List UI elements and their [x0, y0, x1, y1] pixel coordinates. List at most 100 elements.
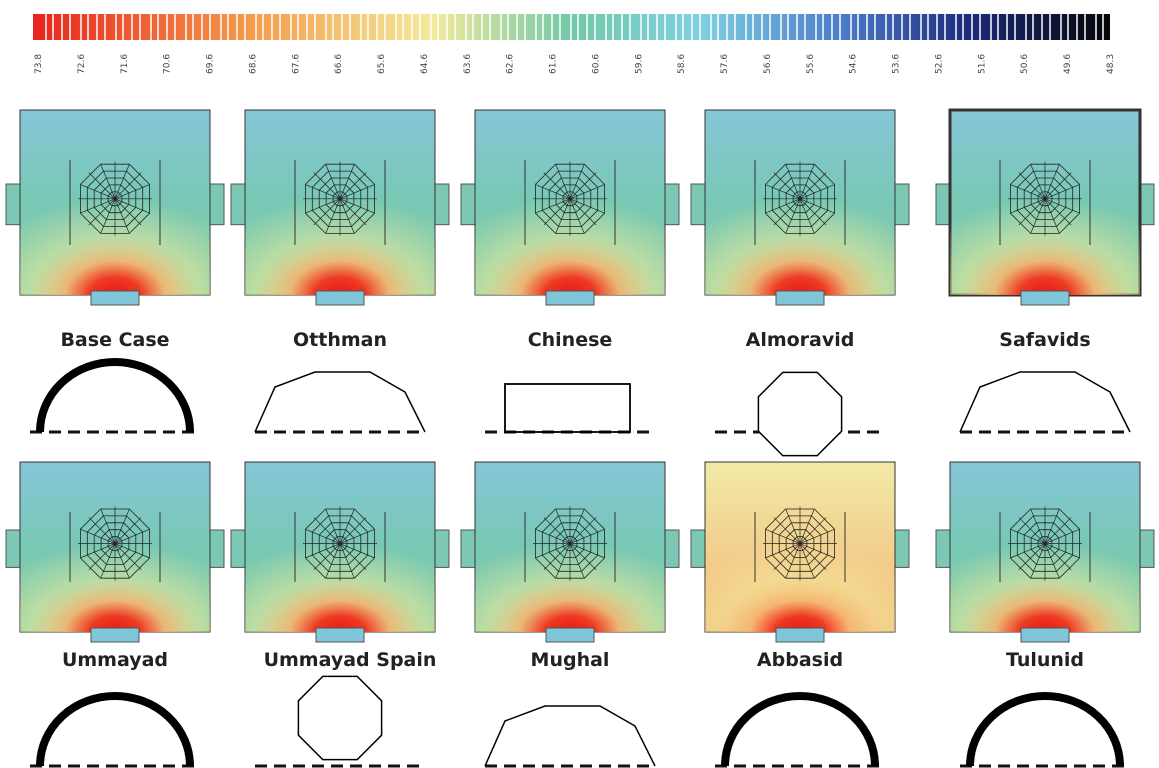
stripe — [325, 14, 327, 40]
stripe — [349, 14, 351, 40]
dome-rib — [535, 529, 571, 544]
stripe — [437, 14, 439, 40]
stripe — [640, 14, 642, 40]
stripe — [909, 14, 911, 40]
dome-ring — [80, 163, 151, 234]
dome-rib — [313, 543, 341, 571]
stripe — [647, 14, 649, 40]
stripe — [1095, 14, 1097, 40]
dome-rib — [1010, 529, 1046, 544]
stripe — [507, 14, 509, 40]
panel: Ummayad — [5, 461, 225, 768]
stripe — [780, 14, 782, 40]
mihrab — [775, 290, 825, 306]
tick-label: 57.6 — [720, 54, 730, 74]
dome-rib — [785, 198, 801, 234]
dome-rib — [535, 198, 571, 214]
stripe — [605, 14, 607, 40]
profile — [36, 358, 194, 433]
dome-ring — [1010, 163, 1080, 234]
dome-rib — [569, 198, 597, 226]
tick-label: 70.6 — [163, 54, 173, 74]
dome-rib — [1018, 517, 1046, 544]
dome-rib — [88, 198, 116, 226]
dome-rib — [569, 172, 597, 200]
profile — [36, 692, 194, 767]
stripe — [542, 14, 544, 40]
dome-ring — [535, 508, 605, 579]
stripe — [1049, 14, 1051, 40]
stripe — [656, 14, 658, 40]
stripe — [297, 14, 299, 40]
dome-rib — [339, 172, 367, 200]
dome-ring — [1010, 508, 1080, 579]
dome-rib — [114, 529, 150, 544]
tick-label: 53.6 — [892, 54, 902, 74]
panel-label: Mughal — [531, 649, 610, 671]
stripe — [586, 14, 588, 40]
stripe — [384, 14, 386, 40]
profile — [504, 383, 631, 433]
panels: Base Case Otthman Chinese Almoravid Safavids… — [5, 108, 1155, 768]
dome-rib — [765, 184, 801, 200]
stripe — [664, 14, 666, 40]
profile — [959, 371, 1131, 433]
stripe — [262, 14, 264, 40]
dome-rib — [114, 172, 142, 200]
stripe — [446, 14, 448, 40]
tick-label: 64.6 — [420, 54, 430, 74]
stripe — [192, 14, 194, 40]
stripe — [796, 14, 798, 40]
dome-rib — [543, 517, 571, 544]
stripe — [734, 14, 736, 40]
tick-label: 49.6 — [1063, 54, 1073, 74]
dome-rib — [799, 543, 835, 559]
stripe — [717, 14, 719, 40]
stripe — [850, 14, 852, 40]
dome-rib — [80, 529, 116, 544]
panel: Base Case — [5, 109, 225, 434]
tick-label: 71.6 — [120, 54, 130, 74]
stripe — [376, 14, 378, 40]
dome-rib — [1044, 184, 1080, 200]
tick-label: 72.6 — [77, 54, 87, 74]
panel-label: Tulunid — [1006, 649, 1084, 671]
stripe — [1084, 14, 1086, 40]
stripe — [332, 14, 334, 40]
stripe — [402, 14, 404, 40]
stripe — [621, 14, 623, 40]
tick-label: 60.6 — [591, 54, 601, 74]
dome-rib — [773, 543, 801, 571]
stripe — [306, 14, 308, 40]
stripe — [69, 14, 71, 40]
dome-rib — [773, 172, 801, 200]
colorbar-stripes — [45, 14, 1104, 40]
stripe — [290, 14, 292, 40]
stripe — [244, 14, 246, 40]
stripe — [822, 14, 824, 40]
panel: Ummayad Spain — [230, 461, 450, 768]
dome-rib — [569, 509, 585, 544]
dome-rib — [80, 198, 116, 214]
profile — [297, 675, 383, 761]
stripe — [472, 14, 474, 40]
stripe — [220, 14, 222, 40]
dome-rib — [765, 529, 801, 544]
stripe — [395, 14, 397, 40]
panel-label: Safavids — [999, 329, 1090, 351]
stripe — [990, 14, 992, 40]
tick-label: 54.6 — [849, 54, 859, 74]
stripe — [997, 14, 999, 40]
stripe — [866, 14, 868, 40]
dome-rib — [339, 198, 367, 226]
stripe — [139, 14, 141, 40]
dome-rib — [1030, 509, 1046, 544]
tick-label: 67.6 — [291, 54, 301, 74]
dome-rib — [1044, 509, 1060, 544]
dome-rib — [313, 172, 341, 200]
stripe — [411, 14, 413, 40]
stripe — [944, 14, 946, 40]
stripe — [979, 14, 981, 40]
dome-rib — [339, 543, 355, 578]
dome-rib — [1010, 198, 1046, 214]
